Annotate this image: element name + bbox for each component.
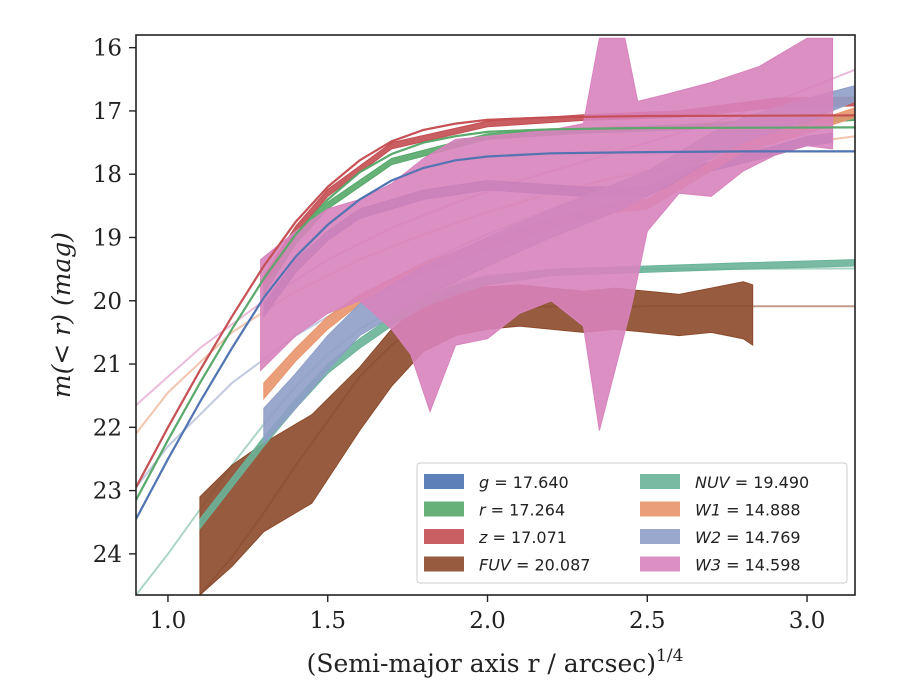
legend: g = 17.640 r = 17.264 z = 17.071 FUV = 20.0…	[416, 462, 848, 584]
y-tick-label: 17	[93, 99, 122, 125]
legend-label-fuv: FUV = 20.087	[479, 556, 590, 575]
y-tick-label: 23	[93, 479, 122, 505]
x-tick-label: 1.0	[150, 608, 187, 634]
legend-swatch-w1	[640, 501, 680, 517]
legend-swatch-w2	[640, 529, 680, 544]
x-tick-label: 3.0	[789, 608, 826, 634]
legend-label-w1: W1 = 14.888	[695, 501, 801, 520]
legend-label-z: z = 17.071	[478, 528, 567, 547]
y-tick-label: 20	[93, 289, 122, 315]
legend-swatch-r	[424, 501, 464, 517]
legend-label-w3: W3 = 14.598	[695, 556, 801, 575]
x-axis-label-text: (Semi-major axis r / arcsec)	[307, 649, 656, 678]
legend-swatch-nuv	[640, 474, 680, 489]
x-axis-label-superscript: 1/4	[656, 646, 683, 666]
legend-label-r: r = 17.264	[479, 501, 565, 520]
plot-frame	[135, 34, 856, 596]
x-tick-label: 2.0	[469, 608, 506, 634]
y-axis-label: m(< r) (mag)	[47, 232, 76, 398]
model-curve-top-z	[136, 114, 855, 488]
legend-label-nuv: NUV = 19.490	[695, 473, 809, 492]
axis-layer: 1.0 1.5 2.0 2.5 3.0 16 17 18 19 20 21 22 23 24	[93, 36, 826, 634]
y-tick-label: 16	[93, 36, 122, 62]
legend-swatch-z	[424, 529, 464, 544]
legend-label-w2: W2 = 14.769	[695, 528, 801, 547]
x-tick-label: 1.5	[309, 608, 346, 634]
x-tick-label: 2.5	[629, 608, 666, 634]
x-axis-label: (Semi-major axis r / arcsec)1/4	[307, 646, 684, 678]
model-curve-top-r	[136, 126, 855, 501]
legend-swatch-fuv	[424, 556, 464, 572]
legend-swatch-w3	[640, 556, 680, 572]
data-band-z	[263, 96, 855, 287]
y-tick-label: 18	[93, 162, 122, 188]
legend-swatch-g	[424, 474, 464, 489]
model-curve-top-g	[136, 150, 855, 520]
y-tick-label: 21	[93, 352, 122, 378]
y-tick-label: 24	[93, 542, 122, 568]
legend-label-g: g = 17.640	[479, 473, 569, 492]
legend-frame	[416, 462, 848, 584]
data-band-w3	[260, 37, 834, 431]
y-tick-label: 22	[93, 415, 122, 441]
series-layer	[136, 37, 855, 595]
y-tick-label: 19	[93, 225, 122, 251]
